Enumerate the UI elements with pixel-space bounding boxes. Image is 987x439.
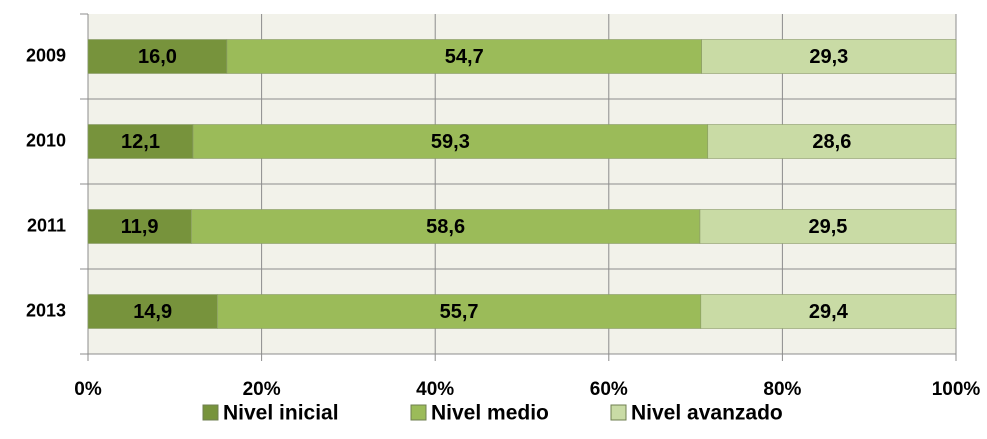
- legend-label: Nivel medio: [431, 402, 549, 425]
- bar-segment: [226, 39, 702, 74]
- bar-segment: [190, 209, 701, 244]
- y-tick-label: 2010: [26, 130, 66, 150]
- data-label: 14,9: [133, 301, 172, 323]
- legend-swatch: [410, 404, 427, 421]
- x-tick-label: 60%: [590, 379, 628, 400]
- x-tick-label: 40%: [416, 379, 454, 400]
- legend-label: Nivel inicial: [223, 402, 339, 425]
- bar-segment: [700, 294, 957, 329]
- bar-segment: [707, 124, 957, 159]
- bar-segment: [701, 39, 957, 74]
- bar-segment: [217, 294, 702, 329]
- data-label: 58,6: [426, 216, 465, 238]
- x-tick-label: 0%: [74, 379, 102, 400]
- data-label: 59,3: [431, 131, 470, 153]
- bar-segment: [87, 124, 194, 159]
- bar-segment: [87, 294, 218, 329]
- data-label: 29,3: [809, 46, 848, 68]
- bar-segment: [87, 39, 228, 74]
- x-tick-label: 100%: [932, 379, 981, 400]
- bar-segment: [192, 124, 709, 159]
- data-label: 16,0: [138, 46, 177, 68]
- data-label: 28,6: [812, 131, 851, 153]
- y-tick-label: 2009: [26, 45, 66, 65]
- x-tick-label: 80%: [763, 379, 801, 400]
- legend-swatch: [610, 404, 627, 421]
- legend-label: Nivel avanzado: [631, 402, 783, 425]
- y-tick-label: 2011: [27, 215, 66, 235]
- x-tick-label: 20%: [243, 379, 281, 400]
- data-label: 29,4: [809, 301, 849, 323]
- y-tick-label: 2013: [26, 300, 66, 320]
- data-label: 12,1: [121, 131, 160, 153]
- data-label: 11,9: [121, 216, 159, 238]
- legend-swatch: [202, 404, 219, 421]
- bar-segment: [87, 209, 192, 244]
- data-label: 54,7: [445, 46, 484, 68]
- data-label: 29,5: [809, 216, 848, 238]
- bar-segment: [699, 209, 957, 244]
- data-label: 55,7: [440, 301, 479, 323]
